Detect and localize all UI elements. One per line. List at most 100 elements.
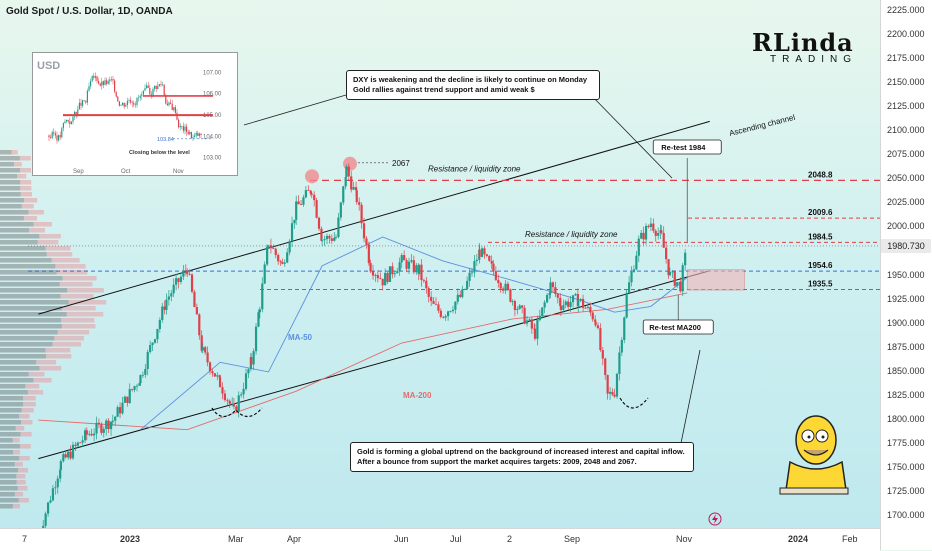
candle-body: [405, 260, 408, 269]
peak-marker-2: [343, 156, 357, 171]
volume-profile-bar: [0, 390, 28, 395]
inset-candle-body: [88, 86, 90, 91]
candle-body: [231, 403, 234, 405]
candle-body: [283, 262, 286, 264]
callout-bottom-leader: [679, 349, 701, 449]
candle-body: [456, 294, 459, 302]
channel-upper-line: [38, 120, 710, 315]
candle-body: [333, 237, 336, 241]
volume-profile-bar: [25, 384, 40, 389]
candle-body: [274, 248, 277, 255]
volume-profile-bar: [18, 468, 29, 473]
volume-profile-bar: [29, 228, 45, 233]
candle-body: [485, 254, 488, 256]
inset-candle-body: [162, 84, 164, 86]
candle-body: [442, 316, 445, 318]
candle-body: [371, 271, 375, 276]
volume-profile-bar: [0, 456, 20, 461]
y-tick-label: 2000.000: [887, 221, 925, 232]
candle-body: [589, 306, 592, 313]
volume-profile-bar: [52, 342, 82, 347]
candle-body: [352, 187, 355, 190]
candle-body: [317, 217, 321, 229]
volume-profile-bar: [19, 414, 30, 419]
volume-profile-bar: [15, 426, 25, 431]
candle-body: [647, 225, 650, 227]
candle-body: [237, 395, 240, 411]
candle-body: [611, 391, 614, 395]
retest-1984-rect: [652, 139, 722, 155]
candle-body: [559, 305, 563, 310]
volume-profile-bar: [16, 480, 26, 485]
volume-profile-bar: [27, 390, 44, 395]
candle-body: [158, 319, 161, 330]
inset-candle-body: [82, 100, 84, 106]
inset-candle-body: [190, 131, 192, 139]
candle-body: [221, 387, 224, 394]
inset-candle-body: [122, 102, 124, 106]
inset-y-tick: 107.00: [203, 70, 222, 76]
candle-body: [615, 373, 619, 397]
inset-candle-body: [120, 105, 122, 106]
volume-profile-bar: [0, 312, 67, 317]
volume-profile-bar: [16, 474, 26, 479]
price-axis[interactable]: 2225.000 2200.000 2175.000 2150.000 2125.000…: [880, 0, 932, 550]
candle-body: [131, 389, 134, 390]
homer-illustration-icon: [779, 415, 849, 495]
candle-body: [339, 202, 342, 218]
y-tick-label: 1700.000: [887, 510, 925, 521]
volume-profile-bar: [0, 246, 46, 251]
candle-body: [434, 303, 438, 305]
candle-body: [307, 190, 310, 191]
inset-x-tick: Nov: [173, 169, 184, 175]
candle-body: [362, 223, 366, 239]
candle-body: [480, 248, 484, 257]
candle-body: [216, 375, 219, 377]
flash-icon[interactable]: [708, 512, 722, 526]
candle-body: [417, 264, 421, 274]
current-price-badge: 1980.730: [881, 238, 931, 253]
volume-profile-bar: [0, 426, 16, 431]
volume-profile-bar: [0, 468, 19, 473]
y-tick-label: 1800.000: [887, 414, 925, 425]
volume-profile-bar: [61, 306, 96, 311]
candle-body: [62, 454, 65, 462]
volume-profile-bar: [0, 204, 22, 209]
candle-body: [71, 444, 75, 459]
candle-body: [204, 347, 207, 353]
candle-body: [295, 201, 298, 220]
volume-profile-bar: [0, 342, 53, 347]
volume-profile-bar: [19, 456, 30, 461]
candle-body: [310, 193, 313, 195]
candle-body: [153, 339, 157, 343]
candle-body: [299, 204, 303, 205]
inset-candle-body: [131, 102, 133, 104]
inset-candle-body: [184, 126, 186, 131]
candle-body: [668, 271, 672, 276]
inset-candle-body: [48, 135, 50, 138]
level-label-1984.5: 1984.5: [808, 232, 833, 241]
candle-body: [272, 248, 275, 249]
inset-candle-body: [101, 81, 103, 86]
candle-body: [226, 399, 229, 401]
candle-body: [596, 325, 600, 329]
candle-body: [604, 358, 607, 375]
candle-body: [649, 223, 653, 227]
x-tick-label: 2024: [788, 534, 809, 544]
callout-top-leader-left: [243, 94, 347, 126]
x-tick-label: Jun: [394, 534, 409, 544]
channel-lower-line: [38, 270, 710, 460]
candle-body: [320, 228, 323, 241]
candle-body: [170, 293, 173, 297]
inset-candle-body: [123, 102, 125, 107]
resistance-lower-label: Resistance / liquidity zone: [525, 230, 618, 239]
time-axis[interactable]: 7 2023 Mar Apr Jun Jul 2 Sep Nov 2024 Feb: [0, 528, 880, 551]
candle-body: [466, 280, 469, 289]
candle-body: [118, 407, 122, 414]
y-tick-label: 2125.000: [887, 100, 925, 111]
inset-candle-body: [170, 102, 172, 104]
inset-candle-body: [168, 102, 170, 106]
volume-profile-bar: [11, 150, 18, 155]
candle-body: [188, 273, 191, 275]
candle-body: [470, 272, 474, 274]
